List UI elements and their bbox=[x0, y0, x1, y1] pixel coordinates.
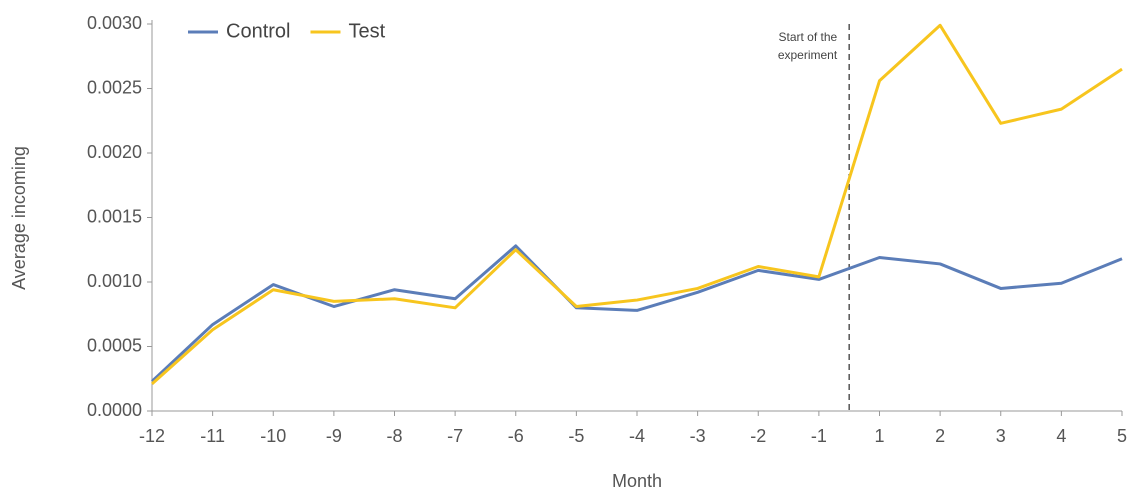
x-tick-label: -2 bbox=[750, 426, 766, 446]
x-tick-label: -5 bbox=[568, 426, 584, 446]
x-tick-label: -7 bbox=[447, 426, 463, 446]
x-tick-label: 3 bbox=[996, 426, 1006, 446]
x-tick-label: -3 bbox=[690, 426, 706, 446]
line-series bbox=[151, 23, 1123, 386]
legend-label: Test bbox=[348, 20, 385, 42]
x-axis-label: Month bbox=[612, 471, 662, 491]
y-tick-label: 0.0025 bbox=[87, 77, 142, 97]
annotation: experiment bbox=[778, 48, 838, 62]
y-tick-label: 0.0030 bbox=[87, 13, 142, 33]
x-tick-label: 4 bbox=[1056, 426, 1066, 446]
y-tick-label: 0.0015 bbox=[87, 206, 142, 226]
x-tick-label: -12 bbox=[139, 426, 165, 446]
x-tick-label: -8 bbox=[386, 426, 402, 446]
x-tick-label: -1 bbox=[811, 426, 827, 446]
y-tick-label: 0.0020 bbox=[87, 142, 142, 162]
line-series bbox=[150, 244, 1123, 383]
x-tick-label: -10 bbox=[260, 426, 286, 446]
x-tick-label: 2 bbox=[935, 426, 945, 446]
y-tick-label: 0.0010 bbox=[87, 271, 142, 291]
x-tick-label: -6 bbox=[508, 426, 524, 446]
legend-label: Control bbox=[226, 20, 290, 42]
x-tick-label: -11 bbox=[200, 426, 225, 446]
y-tick-label: 0.0005 bbox=[87, 335, 142, 355]
x-tick-label: 1 bbox=[874, 426, 884, 446]
x-tick-label: -4 bbox=[629, 426, 645, 446]
annotation: Start of the bbox=[778, 30, 837, 44]
y-tick-label: 0.0000 bbox=[87, 400, 142, 420]
y-axis-label: Average incoming bbox=[9, 146, 29, 290]
x-tick-label: 5 bbox=[1117, 426, 1127, 446]
x-tick-label: -9 bbox=[326, 426, 342, 446]
